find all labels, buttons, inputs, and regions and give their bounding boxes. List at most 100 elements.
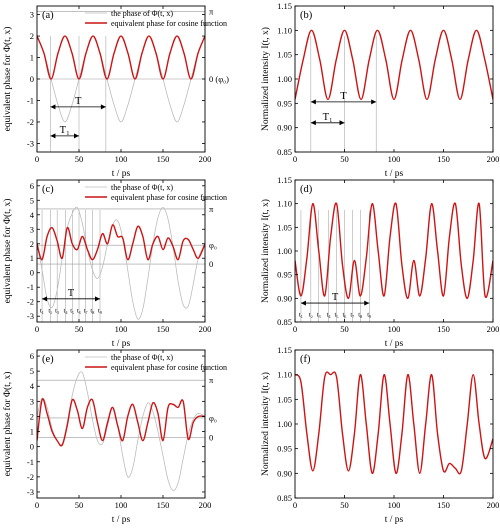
y-tick-label: 1.05: [277, 50, 292, 60]
y-tick-label: 0.85: [277, 493, 292, 503]
reference-line-label: π: [209, 375, 214, 385]
y-tick-label: 1.00: [277, 246, 292, 256]
arrow-head-left: [300, 300, 306, 306]
x-tick-label: 200: [199, 324, 212, 334]
x-tick-label: 200: [487, 500, 500, 510]
x-tick-label: 0: [35, 154, 39, 164]
y-tick-label: 1.05: [277, 222, 292, 232]
reference-line-label: 0: [209, 259, 213, 269]
y-tick-label: 2: [30, 31, 34, 41]
series-line-intensity: [295, 202, 493, 300]
time-marker-label: t₉: [98, 308, 102, 315]
y-tick-label: 2: [30, 411, 34, 421]
y-tick-label: -2: [27, 117, 34, 127]
period-label: T: [340, 91, 347, 102]
panel-b: T T₁ 0 50 100 150 200 0.85 0.90 0.95 1.00 1.05 1.10 1…: [260, 1, 499, 179]
x-tick-label: 50: [340, 324, 349, 334]
x-tick-label: 100: [115, 324, 128, 334]
y-axis-label: equivalent phase for Φ(t, x): [2, 27, 13, 132]
x-tick-label: 200: [487, 154, 500, 164]
panel-label: (f): [300, 354, 311, 365]
arrow-head-right: [364, 300, 370, 306]
time-marker-label: t₈: [358, 311, 362, 318]
series-line-intensity: [295, 29, 493, 101]
legend-entry: the phase of Φ(t, x): [111, 183, 173, 192]
y-tick-label: -3: [27, 487, 34, 497]
time-marker-label: t₄: [64, 308, 69, 315]
panel-label: (b): [300, 10, 313, 21]
y-tick-label: 3: [30, 224, 34, 234]
arrow-head-left: [42, 296, 48, 302]
y-tick-label: 1.10: [277, 370, 292, 380]
time-marker-label: t₃: [55, 308, 59, 315]
series-line-phase: [37, 371, 205, 491]
legend-entry: equivalent phase for cosine function: [111, 363, 227, 372]
arrow-head-left: [310, 120, 316, 126]
legend-entry: equivalent phase for cosine function: [111, 19, 227, 28]
y-tick-label: -2: [27, 472, 34, 482]
panel-a: π 0 (φ₀) T T₁ 0 50 100 150 200 -3 -2 -1 0 1 2 3 t / ps eq…: [2, 5, 229, 179]
reference-line-label: 0: [209, 433, 213, 443]
y-tick-label: -3: [27, 138, 34, 148]
x-axis-label: t / ps: [112, 515, 131, 525]
panel-label: (d): [300, 184, 313, 195]
x-tick-label: 100: [115, 500, 128, 510]
x-tick-label: 50: [340, 500, 349, 510]
x-tick-label: 100: [388, 500, 401, 510]
x-tick-label: 150: [157, 500, 170, 510]
x-tick-label: 200: [487, 324, 500, 334]
y-tick-label: 1.00: [277, 419, 292, 429]
y-axis-label: Normalized intensity I(t, x): [260, 372, 271, 476]
legend-entry: the phase of Φ(t, x): [111, 9, 173, 18]
panel-e: π φ₀ 0 0 50 100 150 200 -3 -2 -1 0 1 2 3 4 5 6 t / ps equiv…: [2, 349, 227, 525]
series-line-equivalent-phase: [37, 35, 205, 80]
plot-frame: [294, 349, 494, 499]
y-tick-label: 4: [30, 210, 35, 220]
y-tick-label: 3: [30, 396, 34, 406]
arrow-head-left: [50, 104, 56, 110]
y-tick-label: 1.00: [277, 74, 292, 84]
x-tick-label: 0: [293, 154, 297, 164]
reference-line-label: φ₀: [209, 413, 217, 423]
y-tick-label: 5: [30, 366, 34, 376]
y-tick-label: 0.90: [277, 293, 292, 303]
y-tick-label: 0.90: [277, 468, 292, 478]
x-axis-label: t / ps: [112, 169, 131, 179]
plot-frame: [294, 179, 494, 323]
x-tick-label: 200: [199, 500, 212, 510]
x-axis-label: t / ps: [385, 515, 404, 525]
time-marker-label: t₃: [317, 311, 321, 318]
y-tick-label: 1: [30, 427, 34, 437]
time-marker-label: t₂: [48, 308, 52, 315]
time-marker-label: t₁: [40, 308, 44, 315]
arrow-head-right: [100, 104, 106, 110]
arrow-head-left: [310, 99, 316, 105]
y-tick-label: 0.95: [277, 444, 292, 454]
time-marker-label: t₅: [335, 311, 339, 318]
y-tick-label: -2: [27, 297, 34, 307]
x-tick-label: 200: [199, 154, 212, 164]
y-axis-label: Normalized intensity I(t, x): [260, 27, 271, 131]
time-marker-label: t₆: [77, 308, 81, 315]
y-tick-label: 5: [30, 195, 34, 205]
y-tick-label: 2: [30, 239, 34, 249]
arrow-head-right: [371, 99, 377, 105]
x-tick-label: 100: [388, 154, 401, 164]
period-label: T: [68, 288, 75, 299]
y-axis-label: equivalent phase for Φ(t, x): [2, 372, 13, 477]
y-tick-label: 0.85: [277, 317, 292, 327]
x-tick-label: 50: [75, 154, 84, 164]
y-axis-label: Normalized intensity I(t, x): [260, 199, 271, 303]
time-marker-label: t₆: [342, 311, 346, 318]
x-tick-label: 0: [293, 324, 297, 334]
y-tick-label: 0: [30, 268, 34, 278]
x-tick-label: 150: [437, 500, 450, 510]
y-tick-label: 4: [30, 381, 35, 391]
series-line-phase: [37, 35, 205, 123]
x-tick-label: 50: [75, 500, 84, 510]
panel-label: (c): [42, 184, 54, 195]
y-tick-label: -1: [27, 95, 34, 105]
y-tick-label: -3: [27, 311, 34, 321]
